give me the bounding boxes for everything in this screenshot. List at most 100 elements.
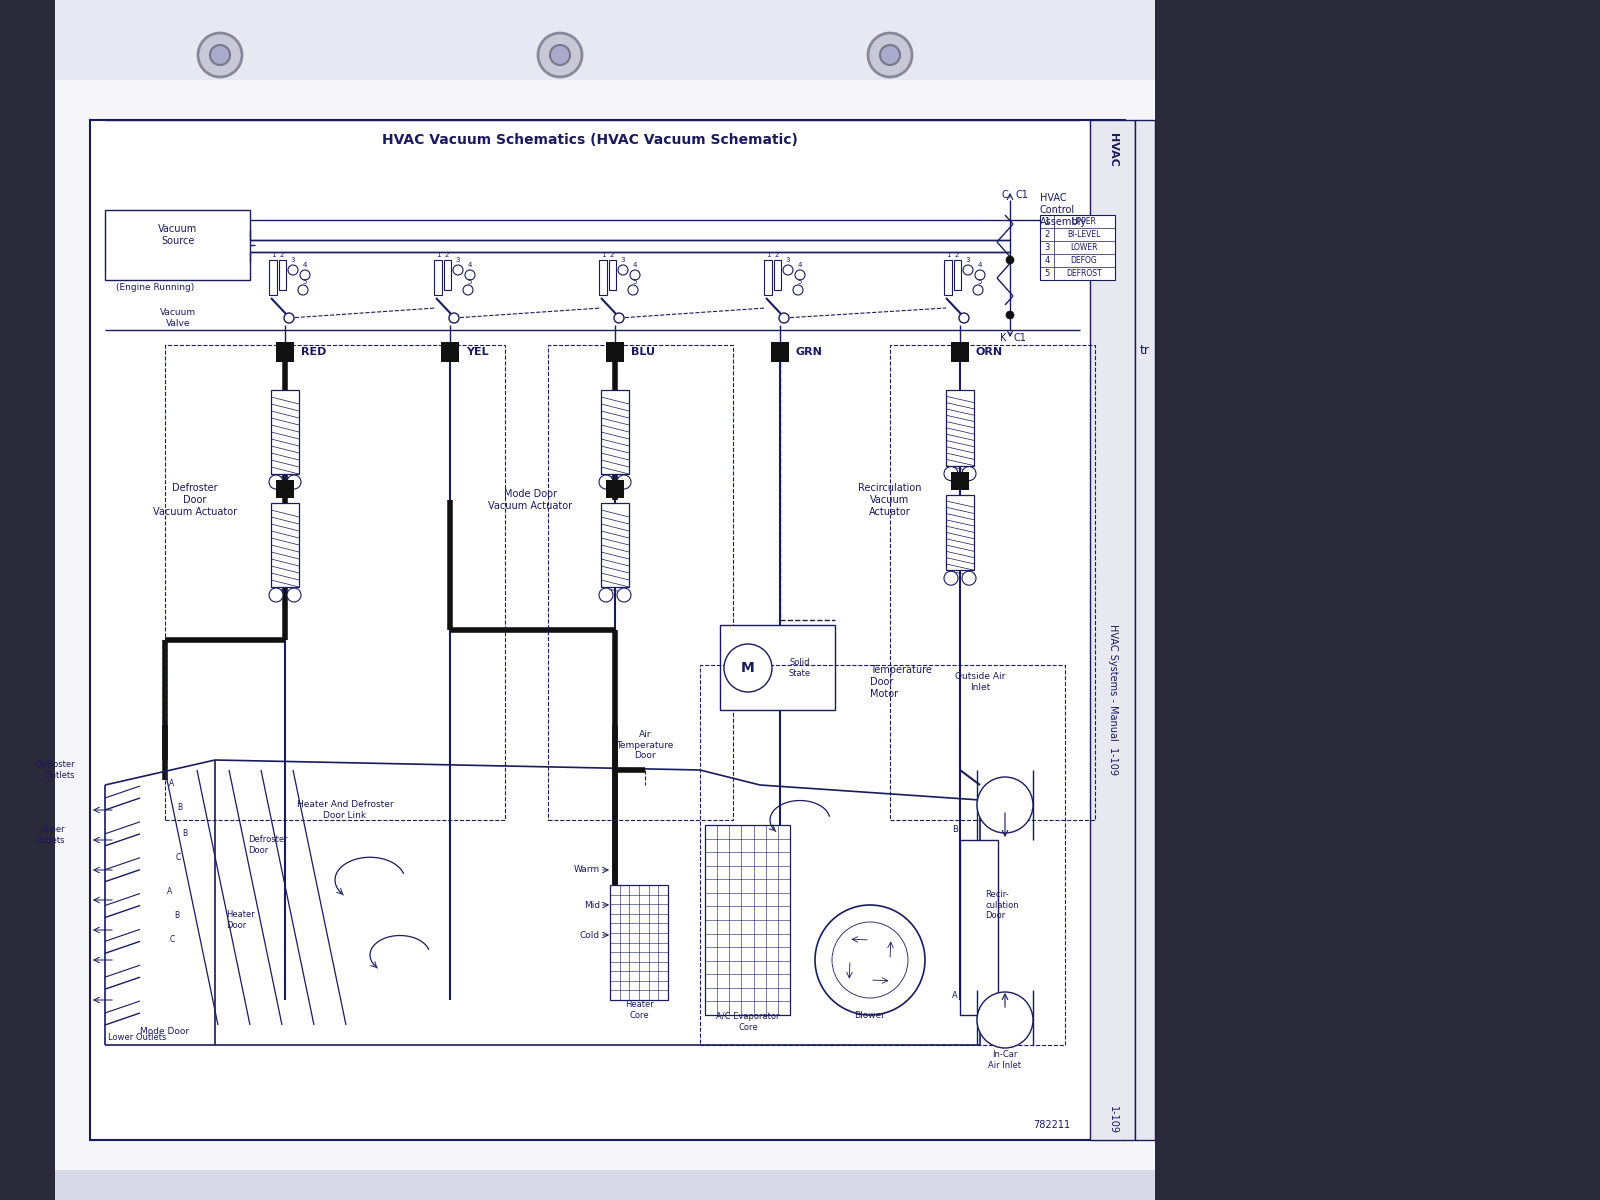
- Text: 1: 1: [270, 252, 275, 258]
- Text: 3: 3: [1045, 242, 1050, 252]
- Text: 5: 5: [302, 278, 307, 284]
- Bar: [1090, 120, 1134, 1140]
- Text: 2: 2: [280, 252, 285, 258]
- Text: Temperature
Door
Motor: Temperature Door Motor: [870, 665, 931, 698]
- Text: 1: 1: [766, 252, 770, 258]
- Bar: [701, 665, 1066, 1045]
- Bar: [277, 480, 294, 498]
- Text: In-Car
Air Inlet: In-Car Air Inlet: [989, 1050, 1021, 1069]
- Text: 3: 3: [621, 257, 626, 263]
- Text: Mode Door: Mode Door: [141, 1027, 189, 1037]
- Text: HVAC
Control
Assembly: HVAC Control Assembly: [1040, 193, 1086, 227]
- Text: 1: 1: [946, 252, 950, 258]
- Bar: [90, 120, 1125, 1140]
- Bar: [270, 503, 299, 587]
- Circle shape: [286, 588, 301, 602]
- Text: 4: 4: [634, 262, 637, 268]
- Text: BLU: BLU: [630, 347, 654, 358]
- Circle shape: [627, 284, 638, 295]
- Text: 3: 3: [291, 257, 296, 263]
- Text: Blower: Blower: [854, 1010, 885, 1020]
- Text: 2: 2: [610, 252, 614, 258]
- Circle shape: [288, 265, 298, 275]
- Text: Air
Temperature
Door: Air Temperature Door: [616, 730, 674, 760]
- Bar: [0, 0, 54, 1200]
- Text: 5: 5: [798, 278, 802, 284]
- Text: 4: 4: [978, 262, 982, 268]
- Circle shape: [1006, 256, 1014, 264]
- Bar: [1155, 0, 1600, 1200]
- Circle shape: [466, 270, 475, 280]
- Circle shape: [944, 467, 958, 480]
- Circle shape: [286, 475, 301, 490]
- Text: Heater
Door: Heater Door: [226, 911, 254, 930]
- Circle shape: [962, 467, 976, 480]
- Text: HVAC Systems - Manual  1-109: HVAC Systems - Manual 1-109: [1107, 624, 1118, 775]
- Text: Outside Air
Inlet: Outside Air Inlet: [955, 672, 1005, 691]
- Bar: [610, 260, 616, 290]
- Text: Warm: Warm: [574, 865, 600, 875]
- Bar: [610, 886, 669, 1000]
- Text: 1: 1: [600, 252, 605, 258]
- Text: Cold: Cold: [579, 930, 600, 940]
- Text: Defroster
Outlets: Defroster Outlets: [35, 761, 75, 780]
- Circle shape: [301, 270, 310, 280]
- Text: RED: RED: [301, 347, 326, 358]
- Circle shape: [598, 588, 613, 602]
- Circle shape: [210, 44, 230, 65]
- Text: 2: 2: [1045, 230, 1050, 239]
- Text: ORN: ORN: [976, 347, 1003, 358]
- Circle shape: [782, 265, 794, 275]
- Circle shape: [958, 313, 970, 323]
- Circle shape: [1006, 311, 1014, 319]
- Bar: [54, 0, 1155, 100]
- Bar: [765, 260, 771, 295]
- Bar: [946, 494, 974, 570]
- Bar: [442, 342, 459, 362]
- Bar: [950, 472, 970, 490]
- Circle shape: [978, 778, 1034, 833]
- Bar: [950, 342, 970, 362]
- Text: K: K: [1000, 332, 1006, 343]
- Text: 1: 1: [1045, 217, 1050, 226]
- Text: 3: 3: [966, 257, 970, 263]
- Bar: [720, 625, 835, 710]
- Bar: [706, 826, 790, 1015]
- Text: Solid
State: Solid State: [789, 659, 811, 678]
- Text: 3: 3: [786, 257, 790, 263]
- Text: 5: 5: [467, 278, 472, 284]
- Text: Heater
Core: Heater Core: [624, 1001, 653, 1020]
- Text: DEFROST: DEFROST: [1066, 269, 1102, 278]
- Bar: [445, 260, 451, 290]
- Bar: [434, 260, 442, 295]
- Circle shape: [974, 270, 986, 280]
- Circle shape: [198, 32, 242, 77]
- Text: 1-109: 1-109: [1107, 1106, 1118, 1134]
- Text: 5: 5: [1045, 269, 1050, 278]
- Text: 2: 2: [955, 252, 958, 258]
- Bar: [954, 260, 962, 290]
- Circle shape: [814, 905, 925, 1015]
- Text: DEFOG: DEFOG: [1070, 256, 1098, 265]
- Circle shape: [298, 284, 307, 295]
- Text: 2: 2: [445, 252, 450, 258]
- Circle shape: [779, 313, 789, 323]
- Text: Recirculation
Vacuum
Actuator: Recirculation Vacuum Actuator: [858, 484, 922, 516]
- Text: Lower Outlets: Lower Outlets: [109, 1033, 166, 1043]
- Text: B: B: [178, 803, 182, 811]
- Text: 5: 5: [634, 278, 637, 284]
- Text: BI-LEVEL: BI-LEVEL: [1067, 230, 1101, 239]
- Circle shape: [450, 313, 459, 323]
- Text: Defroster
Door
Vacuum Actuator: Defroster Door Vacuum Actuator: [154, 484, 237, 516]
- Bar: [944, 260, 952, 295]
- Bar: [602, 503, 629, 587]
- Text: tr: tr: [1139, 343, 1150, 356]
- Bar: [278, 260, 286, 290]
- Text: 4: 4: [467, 262, 472, 268]
- Circle shape: [944, 571, 958, 586]
- Bar: [602, 390, 629, 474]
- Bar: [1040, 215, 1115, 280]
- Circle shape: [453, 265, 462, 275]
- Bar: [165, 346, 506, 820]
- Text: C: C: [170, 936, 174, 944]
